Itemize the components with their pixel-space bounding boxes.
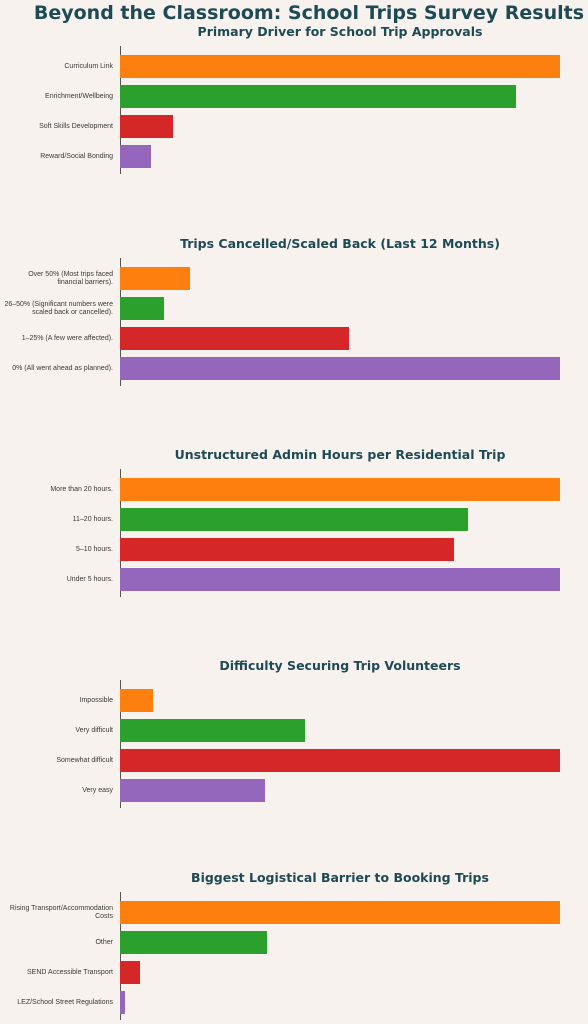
bar xyxy=(120,297,164,320)
bar xyxy=(120,719,305,742)
bar xyxy=(120,478,560,501)
category-label: Reward/Social Bonding xyxy=(40,152,113,160)
bar xyxy=(120,991,126,1014)
bar xyxy=(120,115,173,138)
bar xyxy=(120,931,268,954)
chart-title: Unstructured Admin Hours per Residential… xyxy=(174,447,506,462)
bar xyxy=(120,508,468,531)
category-label: Very difficult xyxy=(75,726,113,734)
category-label: 11–20 hours. xyxy=(72,515,113,523)
bar xyxy=(120,55,560,78)
y-axis-line xyxy=(120,892,121,1020)
chart-title: Biggest Logistical Barrier to Booking Tr… xyxy=(191,870,489,885)
bar xyxy=(120,85,516,108)
category-label: Over 50% (Most trips faced financial bar… xyxy=(28,270,113,286)
main-title: Beyond the Classroom: School Trips Surve… xyxy=(33,2,584,24)
category-label: Curriculum Link xyxy=(64,62,113,70)
bar xyxy=(120,689,153,712)
category-label: 0% (All went ahead as planned). xyxy=(12,364,113,372)
category-label: Rising Transport/Accommodation Costs xyxy=(9,904,113,920)
category-label: 1–25% (A few were affected). xyxy=(21,334,113,342)
bar xyxy=(120,327,349,350)
category-label: Under 5 hours. xyxy=(66,575,113,583)
category-label: More than 20 hours. xyxy=(50,485,113,493)
bar xyxy=(120,901,560,924)
y-axis-line xyxy=(120,469,121,597)
category-label: 26–50% (Significant numbers were scaled … xyxy=(4,300,113,316)
bar xyxy=(120,961,140,984)
bar xyxy=(120,749,560,772)
y-axis-line xyxy=(120,680,121,808)
chart-title: Trips Cancelled/Scaled Back (Last 12 Mon… xyxy=(180,236,500,251)
category-label: Impossible xyxy=(79,696,113,704)
bar xyxy=(120,357,560,380)
category-label: Soft Skills Development xyxy=(39,122,113,130)
category-label: LEZ/School Street Regulations xyxy=(17,998,113,1006)
category-label: Very easy xyxy=(82,786,113,794)
category-label: 5–10 hours. xyxy=(76,545,113,553)
bar xyxy=(120,267,191,290)
chart-title: Primary Driver for School Trip Approvals xyxy=(197,24,483,39)
y-axis-line xyxy=(120,258,121,386)
y-axis-line xyxy=(120,46,121,174)
category-label: Somewhat difficult xyxy=(56,756,113,764)
chart-title: Difficulty Securing Trip Volunteers xyxy=(219,658,461,673)
category-label: Enrichment/Wellbeing xyxy=(45,92,113,100)
bar xyxy=(120,568,560,591)
category-label: SEND Accessible Transport xyxy=(27,968,113,976)
bar xyxy=(120,145,151,168)
bar xyxy=(120,779,266,802)
category-label: Other xyxy=(95,938,113,946)
bar xyxy=(120,538,455,561)
